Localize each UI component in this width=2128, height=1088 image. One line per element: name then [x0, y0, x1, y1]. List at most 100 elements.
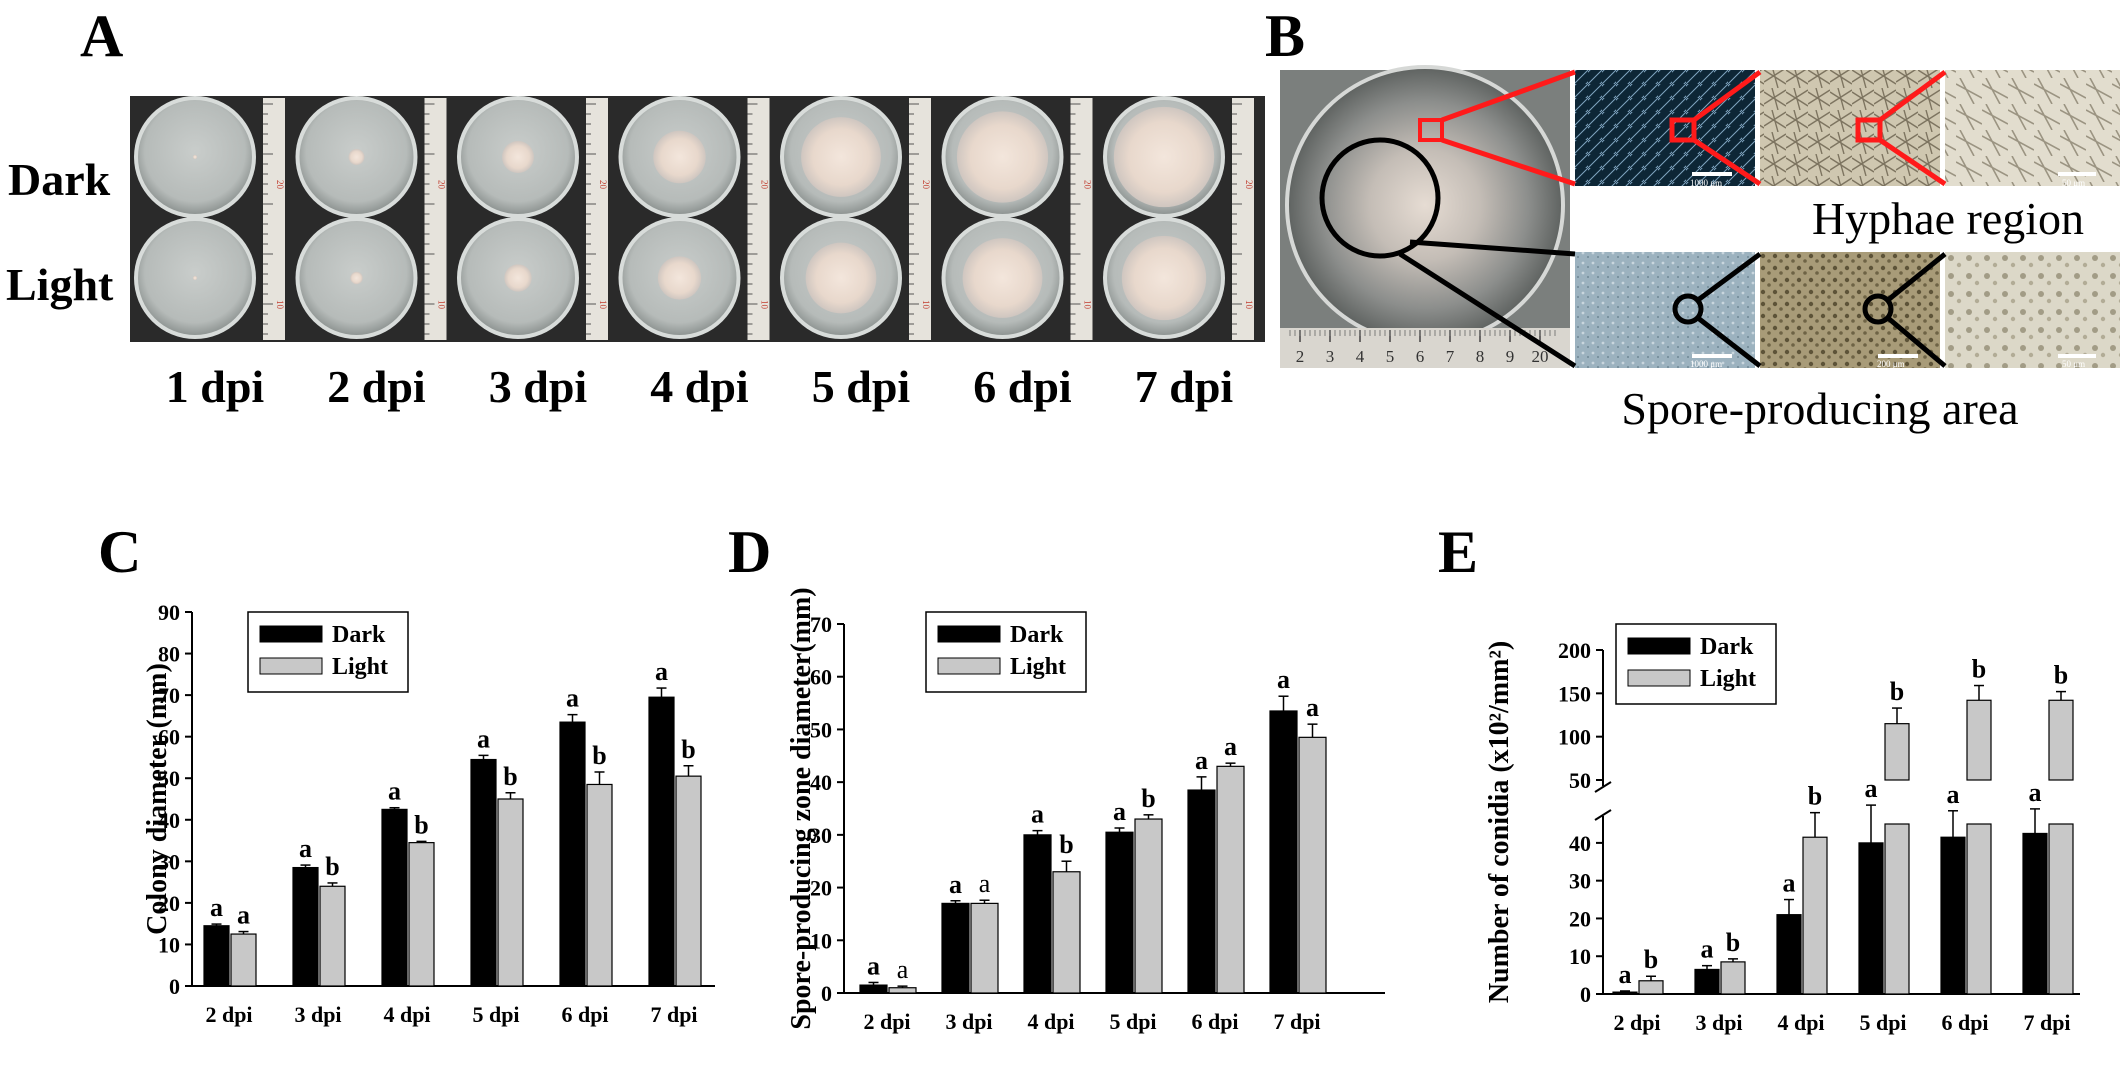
panel-b-letter: B	[1265, 3, 1306, 69]
bar-light	[586, 783, 613, 987]
ruler-number: 10	[1244, 300, 1254, 310]
significance-letter: a	[867, 951, 880, 980]
dpi-label: 2 dpi	[327, 361, 426, 412]
bar-light	[1052, 871, 1081, 994]
bar-dark	[203, 925, 230, 987]
dpi-label: 6 dpi	[973, 361, 1072, 412]
y-tick-label: 0	[821, 981, 832, 1006]
row-label-dark: Dark	[8, 154, 111, 205]
panel-a-petri-photos: Dark Light 2010201020102010201020102010 …	[6, 96, 1265, 412]
colony-dark	[193, 155, 197, 159]
ruler-number: 20	[598, 180, 608, 190]
significance-letter: a	[1783, 869, 1796, 898]
significance-letter: a	[1277, 665, 1290, 694]
colony-light	[1121, 235, 1207, 321]
legend-swatch-light	[937, 657, 1001, 675]
ruler-number: 10	[275, 300, 285, 310]
micrograph-spore-2	[1760, 252, 1940, 368]
bar-light	[319, 885, 346, 987]
y-tick-label: 40	[810, 770, 832, 795]
x-tick-label: 6 dpi	[561, 1002, 608, 1027]
x-tick-label: 4 dpi	[1777, 1010, 1824, 1035]
y-tick-label: 50	[810, 717, 832, 742]
x-tick-label: 3 dpi	[1695, 1010, 1742, 1035]
bar-light-lower	[1966, 823, 1992, 995]
bar-dark	[1940, 836, 1966, 995]
y-tick-label: 0	[169, 974, 180, 999]
row-label-light: Light	[6, 259, 114, 310]
bar-dark	[859, 984, 888, 994]
significance-letter: a	[1195, 746, 1208, 775]
bar-light	[408, 842, 435, 987]
y-tick-label: 80	[158, 642, 180, 667]
legend-swatch-dark	[259, 625, 323, 643]
dpi-label: 1 dpi	[166, 361, 265, 412]
ruler-number: 9	[1506, 347, 1515, 366]
ruler-number: 20	[921, 180, 931, 190]
significance-letter: b	[1808, 782, 1822, 811]
y-tick-label: 70	[158, 683, 180, 708]
y-tick-label: 50	[158, 766, 180, 791]
bar-dark	[1105, 831, 1134, 994]
legend-label-dark: Dark	[1700, 634, 1754, 660]
ruler-strip	[424, 98, 447, 340]
bar-light	[1638, 980, 1664, 995]
x-tick-label: 7 dpi	[1273, 1009, 1320, 1034]
bar-dark	[648, 696, 675, 987]
ruler-strip	[263, 98, 285, 340]
ruler-number: 20	[275, 180, 285, 190]
scale-label: 1000 μm	[1690, 178, 1722, 188]
significance-letter: b	[1644, 945, 1658, 974]
significance-letter: a	[949, 870, 962, 899]
bar-light	[230, 933, 257, 987]
bar-dark	[1776, 914, 1802, 995]
significance-letter: b	[325, 852, 339, 881]
panel-c-letter: C	[98, 519, 142, 585]
colony-dark	[801, 117, 881, 197]
significance-letter: a	[1865, 774, 1878, 803]
y-axis-label: Spore-producing zone diameter(mm)	[790, 587, 817, 1029]
dpi-label: 3 dpi	[489, 361, 588, 412]
chart-conidia-number: Number of conidia (x10²/mm²) 0 10 20 30 40 50 1…	[1484, 623, 2080, 1035]
bar-dark	[1858, 842, 1884, 995]
micrograph-hyphae-3	[1945, 70, 2120, 186]
legend-swatch-dark	[937, 625, 1001, 643]
y-tick-label: 30	[158, 849, 180, 874]
x-tick-label: 5 dpi	[472, 1002, 519, 1027]
significance-letter: a	[1306, 693, 1319, 722]
significance-letter: b	[681, 735, 695, 764]
x-tick-label: 6 dpi	[1941, 1010, 1988, 1035]
bar-dark	[292, 866, 319, 987]
dpi-label: 5 dpi	[812, 361, 911, 412]
micrograph-spore-1	[1575, 252, 1755, 368]
ruler-number: 20	[437, 180, 447, 190]
y-tick-label: 60	[158, 725, 180, 750]
ruler-number: 3	[1326, 347, 1335, 366]
chart-spore-zone-diameter: Spore-producing zone diameter(mm)0 10 20 30…	[790, 587, 1385, 1034]
significance-letter: b	[1890, 677, 1904, 706]
significance-letter: a	[566, 684, 579, 713]
significance-letter: a	[477, 724, 490, 753]
bar-dark	[941, 902, 970, 994]
x-tick-label: 3 dpi	[294, 1002, 341, 1027]
significance-letter: b	[592, 741, 606, 770]
significance-letter: b	[1726, 928, 1740, 957]
y-tick-label: 200	[1558, 638, 1591, 663]
bar-dark	[559, 721, 586, 987]
x-tick-label: 5 dpi	[1859, 1010, 1906, 1035]
ruler-number: 7	[1446, 347, 1455, 366]
panel-d-letter: D	[728, 519, 772, 585]
significance-letter: a	[1031, 800, 1044, 829]
hyphae-zoom-lines	[1441, 69, 1947, 187]
legend-swatch-dark	[1627, 637, 1691, 655]
colony-light	[193, 276, 197, 280]
significance-letter: a	[210, 893, 223, 922]
significance-letter: a	[1619, 960, 1632, 989]
y-tick-label: 40	[158, 808, 180, 833]
ruler-strip	[747, 98, 770, 340]
bar-dark	[1269, 710, 1298, 994]
scale-label: 200 μm	[1877, 359, 1905, 369]
colony-light	[962, 238, 1043, 318]
legend-box	[1615, 623, 1777, 705]
significance-letter: a	[1113, 797, 1126, 826]
